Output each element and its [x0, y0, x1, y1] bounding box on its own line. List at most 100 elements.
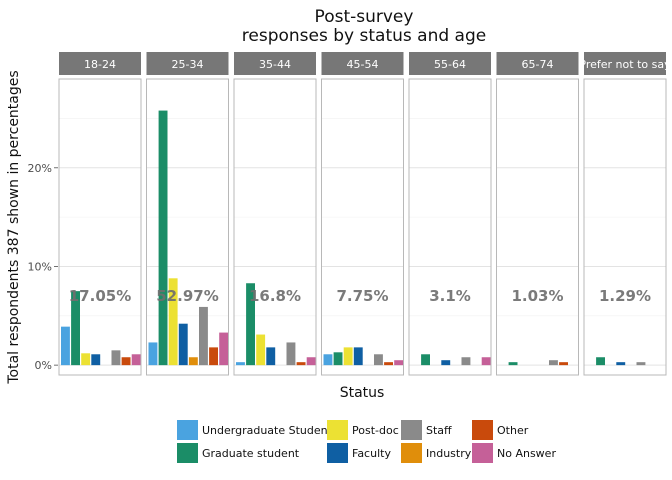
facet-strip-label: 35-44 [259, 58, 291, 71]
legend-label: No Answer [497, 447, 556, 460]
bar [636, 362, 646, 366]
bar [158, 110, 168, 366]
bar [616, 362, 626, 366]
panel-border [496, 78, 579, 376]
panel-background [584, 79, 666, 375]
bar [256, 334, 266, 366]
legend-swatch [401, 443, 422, 463]
bar [246, 283, 255, 366]
legend-label: Other [497, 424, 529, 437]
facet-strip [496, 52, 579, 75]
facet-strip-label: 65-74 [522, 58, 554, 71]
legend-label: Undergraduate Student [202, 424, 333, 437]
bar [286, 342, 296, 366]
panel-background [321, 79, 404, 375]
facet-panel: 3.1% 55-64 [408, 52, 492, 376]
x-axis-label: Status [340, 385, 385, 401]
facet-strip [409, 52, 491, 75]
legend-item: Staff [401, 420, 452, 440]
legend-item: Faculty [327, 443, 391, 463]
bar [481, 357, 491, 366]
bar [188, 357, 198, 366]
facet-strip [146, 52, 229, 75]
bar [178, 323, 188, 366]
legend-item: Other [472, 420, 529, 440]
panel-total-label: 52.97% [156, 287, 218, 305]
panel-border [583, 78, 667, 376]
facet-panel: 7.75% 45-54 [321, 52, 404, 376]
facet-strip-label: 25-34 [172, 58, 204, 71]
legend-swatch [401, 420, 422, 440]
legend-item: Graduate student [177, 443, 300, 463]
y-axis: 0% 10% 20% [28, 162, 58, 372]
facet-strip [59, 52, 141, 75]
panel-border [58, 78, 142, 376]
bar [61, 326, 70, 366]
bar [306, 357, 316, 366]
legend-item: No Answer [472, 443, 556, 463]
chart-title-line-1: Post-survey [315, 7, 414, 27]
bar [131, 354, 141, 366]
legend-label: Post-doc [352, 424, 399, 437]
bar [111, 350, 121, 366]
legend-swatch [327, 443, 348, 463]
legend-label: Staff [426, 424, 452, 437]
bar [549, 360, 558, 366]
y-tick-label: 10% [28, 260, 52, 273]
bar [219, 332, 229, 366]
facet-panel: 1.29% Prefer not to say [579, 52, 671, 376]
panel-border [408, 78, 492, 376]
panel-background [409, 79, 491, 375]
bar [596, 357, 605, 366]
y-axis-label: Total respondents 387 shown in percentag… [6, 70, 22, 384]
facet-strip-label: 18-24 [84, 58, 116, 71]
legend-label: Graduate student [202, 447, 300, 460]
bar [384, 362, 393, 366]
facet-strip-label: 45-54 [347, 58, 379, 71]
facet-panel: 1.03% 65-74 [496, 52, 579, 376]
panel-total-label: 1.03% [511, 287, 563, 305]
panel-total-label: 1.29% [599, 287, 651, 305]
bar [199, 306, 208, 366]
bar [333, 352, 343, 366]
bar [266, 347, 276, 366]
legend-swatch [472, 420, 493, 440]
bar [343, 347, 353, 366]
panel-background [496, 79, 579, 375]
panel-border [146, 78, 229, 376]
panel-border [321, 78, 404, 376]
bar [441, 360, 451, 366]
facet-panel: 52.97% 25-34 [146, 52, 229, 376]
y-tick-label: 20% [28, 162, 52, 175]
facet-strip [321, 52, 404, 75]
facet-strip-label: Prefer not to say [579, 58, 671, 71]
bar [421, 354, 430, 366]
legend-label: Industry [426, 447, 472, 460]
legend-swatch [177, 443, 198, 463]
bar [81, 353, 91, 366]
bar [374, 354, 383, 366]
bar [91, 354, 101, 366]
facet-strip-label: 55-64 [434, 58, 466, 71]
panel-border [233, 78, 317, 376]
chart-title-line-2: responses by status and age [242, 26, 486, 46]
bar [121, 357, 131, 366]
facet-panel: 16.8% 35-44 [233, 52, 317, 376]
panel-total-label: 16.8% [249, 287, 301, 305]
bar [148, 342, 158, 366]
panel-total-label: 7.75% [336, 287, 388, 305]
facet-strip [234, 52, 316, 75]
bar [353, 347, 363, 366]
bar [168, 278, 178, 366]
legend-label: Faculty [352, 447, 391, 460]
panel-total-label: 17.05% [69, 287, 131, 305]
legend-item: Undergraduate Student [177, 420, 333, 440]
legend-item: Industry [401, 443, 472, 463]
legend: Undergraduate Student Graduate student Pos… [177, 420, 556, 463]
bar [559, 362, 568, 366]
bar [461, 357, 471, 366]
facet-strip [584, 52, 666, 75]
legend-item: Post-doc [327, 420, 399, 440]
bar [236, 362, 245, 366]
